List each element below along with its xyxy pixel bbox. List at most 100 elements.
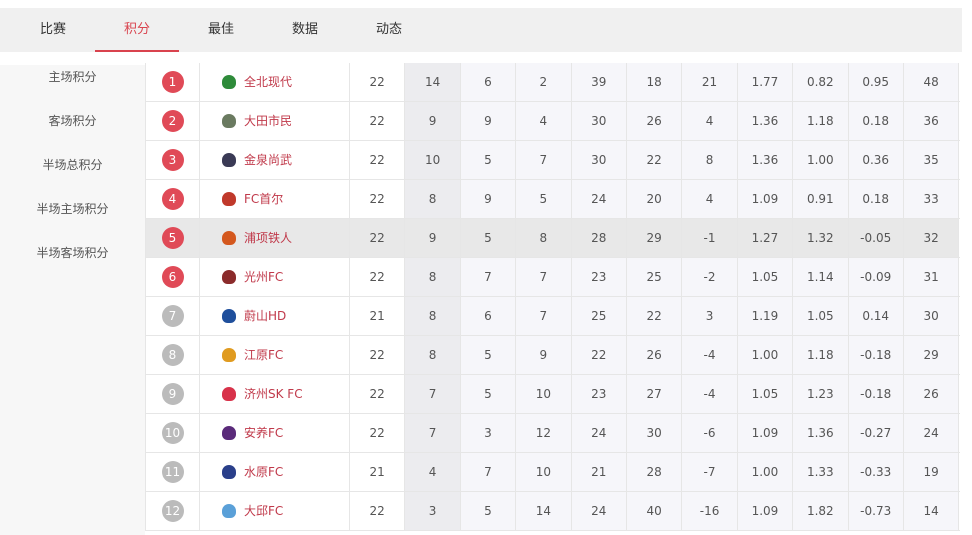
- team-name[interactable]: 安养FC: [244, 426, 284, 440]
- team-logo-icon: [222, 426, 236, 440]
- stat-cell: 22: [350, 219, 406, 257]
- stat-cell: 22: [350, 180, 406, 218]
- tab-news[interactable]: 动态: [375, 22, 402, 37]
- tab-stats[interactable]: 数据: [291, 22, 318, 37]
- stat-cell: 14: [903, 492, 960, 530]
- rank-cell: 9: [145, 375, 200, 413]
- stat-cell: 0.95: [848, 63, 904, 101]
- rank-cell: 2: [145, 102, 200, 140]
- team-name[interactable]: 光州FC: [244, 270, 284, 284]
- stat-cell: 21: [350, 453, 406, 491]
- team-cell[interactable]: 浦项铁人: [200, 219, 350, 257]
- stat-cell: 3: [682, 297, 738, 335]
- stat-cell: 5: [460, 492, 517, 530]
- stat-cell: 22: [626, 141, 683, 179]
- table-row[interactable]: 11 水原FC 21 4 7 10 21 28 -7 1.00 1.33 -0.33 19: [145, 453, 960, 492]
- team-cell[interactable]: 蔚山HD: [200, 297, 350, 335]
- rank-badge: 9: [161, 383, 184, 405]
- stat-cell: 0.14: [848, 297, 904, 335]
- rank-cell: 1: [145, 63, 200, 101]
- team-logo-icon: [222, 192, 236, 206]
- team-logo-icon: [222, 465, 236, 479]
- stat-cell: 1.05: [793, 297, 849, 335]
- stat-cell: 7: [460, 453, 517, 491]
- table-row[interactable]: 1 全北现代 22 14 6 2 39 18 21 1.77 0.82 0.95 48: [145, 63, 960, 102]
- stat-cell: 26: [903, 375, 960, 413]
- stat-cell: 22: [350, 375, 406, 413]
- sidebar-item[interactable]: 主场积分: [48, 70, 97, 84]
- tab-bar: 比赛 积分 最佳 数据 动态: [0, 8, 962, 52]
- table-row[interactable]: 5 浦项铁人 22 9 5 8 28 29 -1 1.27 1.32 -0.05 32: [145, 219, 960, 258]
- rank-badge: 12: [161, 500, 184, 522]
- table-row[interactable]: 7 蔚山HD 21 8 6 7 25 22 3 1.19 1.05 0.14 30: [145, 297, 960, 336]
- stat-cell: 26: [626, 102, 683, 140]
- rank-cell: 11: [145, 453, 200, 491]
- table-row[interactable]: 2 大田市民 22 9 9 4 30 26 4 1.36 1.18 0.18 36: [145, 102, 960, 141]
- sidebar-item[interactable]: 客场积分: [48, 114, 97, 128]
- stat-cell: 5: [516, 180, 572, 218]
- team-logo-icon: [222, 153, 236, 167]
- stat-cell: 32: [903, 219, 960, 257]
- stat-cell: 4: [405, 453, 461, 491]
- rank-badge: 10: [161, 422, 184, 444]
- team-logo-icon: [222, 387, 236, 401]
- team-name[interactable]: 大田市民: [244, 114, 293, 128]
- team-name[interactable]: 江原FC: [244, 348, 284, 362]
- rank-cell: 6: [145, 258, 200, 296]
- stat-cell: 22: [350, 492, 406, 530]
- sidebar-item[interactable]: 半场主场积分: [36, 202, 109, 216]
- rank-cell: 12: [145, 492, 200, 530]
- table-row[interactable]: 12 大邱FC 22 3 5 14 24 40 -16 1.09 1.82 -0.73 14: [145, 492, 960, 531]
- team-name[interactable]: FC首尔: [244, 192, 284, 206]
- table-row[interactable]: 8 江原FC 22 8 5 9 22 26 -4 1.00 1.18 -0.18 29: [145, 336, 960, 375]
- table-row[interactable]: 3 金泉尚武 22 10 5 7 30 22 8 1.36 1.00 0.36 35: [145, 141, 960, 180]
- stat-cell: 23: [571, 258, 627, 296]
- stat-cell: 23: [571, 375, 627, 413]
- tab-matches[interactable]: 比赛: [39, 22, 66, 37]
- table-row[interactable]: 4 FC首尔 22 8 9 5 24 20 4 1.09 0.91 0.18 33: [145, 180, 960, 219]
- stat-cell: -0.27: [848, 414, 904, 452]
- stat-cell: 12: [516, 414, 572, 452]
- stat-cell: 21: [571, 453, 627, 491]
- table-row[interactable]: 9 济州SK FC 22 7 5 10 23 27 -4 1.05 1.23 -0.18 26: [145, 375, 960, 414]
- team-cell[interactable]: 安养FC: [200, 414, 350, 452]
- sidebar-item[interactable]: 半场总积分: [42, 158, 103, 172]
- stat-cell: -0.73: [848, 492, 904, 530]
- stat-cell: 40: [626, 492, 683, 530]
- team-cell[interactable]: 全北现代: [200, 63, 350, 101]
- rank-badge: 11: [161, 461, 184, 483]
- stat-cell: -0.18: [848, 336, 904, 374]
- stat-cell: 1.36: [793, 414, 849, 452]
- team-name[interactable]: 济州SK FC: [244, 387, 303, 401]
- team-cell[interactable]: 金泉尚武: [200, 141, 350, 179]
- team-name[interactable]: 浦项铁人: [244, 231, 293, 245]
- stat-cell: 7: [516, 258, 572, 296]
- team-name[interactable]: 全北现代: [244, 75, 293, 89]
- tab-best[interactable]: 最佳: [207, 22, 234, 37]
- stat-cell: 5: [460, 336, 517, 374]
- team-cell[interactable]: 济州SK FC: [200, 375, 350, 413]
- team-cell[interactable]: 光州FC: [200, 258, 350, 296]
- team-name[interactable]: 大邱FC: [244, 504, 284, 518]
- stat-cell: 4: [682, 180, 738, 218]
- team-cell[interactable]: 水原FC: [200, 453, 350, 491]
- team-cell[interactable]: 大田市民: [200, 102, 350, 140]
- stat-cell: 9: [405, 219, 461, 257]
- sidebar-item[interactable]: 半场客场积分: [36, 246, 109, 260]
- stat-cell: 1.05: [737, 375, 794, 413]
- tab-standings[interactable]: 积分: [95, 8, 179, 52]
- table-row[interactable]: 6 光州FC 22 8 7 7 23 25 -2 1.05 1.14 -0.09 31: [145, 258, 960, 297]
- team-name[interactable]: 蔚山HD: [244, 309, 287, 323]
- stat-cell: 6: [460, 297, 517, 335]
- stat-cell: 7: [460, 258, 517, 296]
- team-cell[interactable]: 江原FC: [200, 336, 350, 374]
- team-cell[interactable]: 大邱FC: [200, 492, 350, 530]
- team-cell[interactable]: FC首尔: [200, 180, 350, 218]
- team-name[interactable]: 金泉尚武: [244, 153, 293, 167]
- stat-cell: 9: [516, 336, 572, 374]
- team-logo-icon: [222, 114, 236, 128]
- table-row[interactable]: 10 安养FC 22 7 3 12 24 30 -6 1.09 1.36 -0.27 24: [145, 414, 960, 453]
- stat-cell: 10: [405, 141, 461, 179]
- team-name[interactable]: 水原FC: [244, 465, 284, 479]
- stat-cell: 33: [903, 180, 960, 218]
